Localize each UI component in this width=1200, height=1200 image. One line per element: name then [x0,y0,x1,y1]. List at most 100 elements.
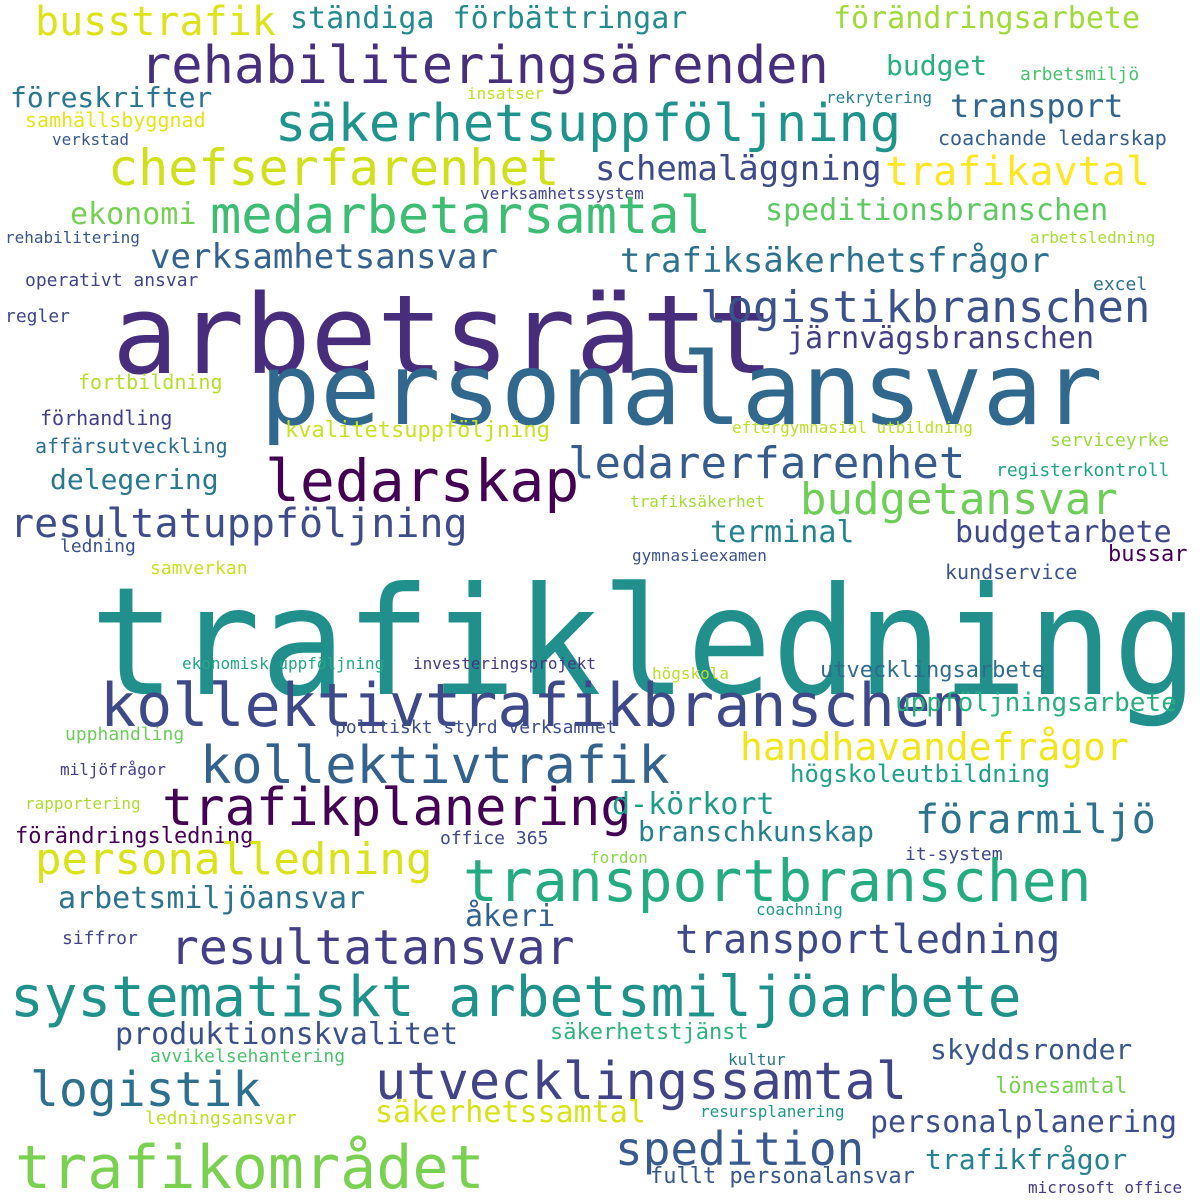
word-utvecklingsarbete: utvecklingsarbete [820,658,1046,683]
word-ekonomi: ekonomi [70,197,197,232]
word-fullt-personalansvar: fullt personalansvar [650,1164,915,1189]
word-arbetsmiljoansvar: arbetsmiljöansvar [58,881,366,916]
word-speditionsbranschen: speditionsbranschen [765,193,1109,228]
word-trafikplanering: trafikplanering [162,778,632,838]
word-hogskoleutbildning: högskoleutbildning [790,760,1051,788]
word-forhandling: förhandling [40,406,173,430]
word-ledning: ledning [60,536,136,557]
word-transportbranschen: transportbranschen [463,847,1092,915]
word-registerkontroll: registerkontroll [996,460,1170,481]
word-gymnasieexamen: gymnasieexamen [632,546,767,565]
word-forarmiljo: förarmiljö [915,797,1156,843]
word-coachning: coachning [756,900,843,919]
word-chefserfarenhet: chefserfarenhet [108,139,560,197]
word-akeri: åkeri [465,899,556,934]
word-resultatansvar: resultatansvar [170,920,575,976]
word-uppfoljningsarbete: uppföljningsarbete [895,688,1177,718]
word-siffror: siffror [62,928,138,949]
word-resultatuppfoljning: resultatuppföljning [10,501,468,547]
word-budgetarbete: budgetarbete [955,515,1172,550]
word-trafikomradet: trafikområdet [15,1133,485,1200]
word-ekonomisk-uppfoljning: ekonomisk uppföljning [182,654,385,673]
word-schemalaggning: schemaläggning [595,149,882,189]
word-transportledning: transportledning [675,917,1061,963]
word-miljofragor: miljöfrågor [60,760,166,779]
word-medarbetarsamtal: medarbetarsamtal [210,186,711,246]
word-sakerhetstjanst: säkerhetstjänst [550,1020,749,1045]
word-verksamhetsansvar: verksamhetsansvar [150,237,498,277]
word-delegering: delegering [50,463,219,496]
word-investeringsprojekt: investeringsprojekt [413,654,597,673]
word-terminal: terminal [710,515,855,550]
word-trafiksakerhet: trafiksäkerhet [630,492,765,511]
word-logistikbranschen: logistikbranschen [700,282,1151,333]
word-branschkunskap: branschkunskap [638,815,875,848]
word-kvalitetsuppfoljning: kvalitetsuppföljning [285,418,550,443]
word-budget: budget [886,49,988,82]
word-utvecklingssamtal: utvecklingssamtal [375,1052,908,1112]
word-budgetansvar: budgetansvar [800,474,1118,525]
word-serviceyrke: serviceyrke [1050,430,1170,451]
word-forandringsarbete: förändringsarbete [833,1,1141,36]
word-handhavandefragor: handhavandefrågor [740,725,1129,769]
word-kollektivtrafikbranschen: kollektivtrafikbranschen [100,671,967,741]
word-politiskt-styrd-verksamhet: politiskt styrd verksamhet [335,717,617,738]
word-busstrafik: busstrafik [35,0,276,45]
word-excel: excel [1093,274,1148,295]
word-kollektivtrafik: kollektivtrafik [200,736,670,796]
word-ledarskap: ledarskap [265,447,580,515]
word-trafikfragor: trafikfrågor [925,1143,1128,1176]
word-ledarerfarenhet: ledarerfarenhet [568,438,966,489]
word-skyddsronder: skyddsronder [930,1033,1133,1066]
word-arbetsmiljo: arbetsmiljö [1020,64,1140,85]
word-rapportering: rapportering [25,794,141,813]
word-upphandling: upphandling [65,724,185,745]
word-operativt-ansvar: operativt ansvar [25,270,199,291]
word-verkstad: verkstad [52,130,130,149]
word-forandringsledning: förändringsledning [15,824,254,849]
word-avvikelsehantering: avvikelsehantering [150,1046,346,1067]
word-arbetsratt: arbetsrätt [112,271,775,399]
word-hogskola: högskola [652,664,730,683]
word-transport: transport [950,87,1124,125]
word-affarsutveckling: affärsutveckling [35,434,228,458]
word-arbetsledning: arbetsledning [1030,228,1156,247]
word-fortbildning: fortbildning [78,370,223,394]
word-eftergymnasial-utbildning: eftergymnasial utbildning [732,418,973,437]
word-trafiksakerhetsfragor: trafiksäkerhetsfrågor [620,241,1050,281]
word-fordon: fordon [590,848,648,867]
word-lonesamtal: lönesamtal [995,1074,1128,1099]
word-regler: regler [5,306,71,327]
word-logistik: logistik [30,1062,262,1118]
word-produktionskvalitet: produktionskvalitet [115,1017,459,1052]
word-samhallsbyggnad: samhällsbyggnad [25,108,206,132]
word-kultur: kultur [728,1050,786,1069]
word-microsoft-office: microsoft office [1028,1178,1183,1197]
word-rehabilitering: rehabilitering [5,228,140,247]
word-d-korkort: d-körkort [612,787,775,822]
word-jarnvagsbranschen: järnvägsbranschen [787,321,1095,356]
word-it-system: it-system [905,844,1003,865]
word-sakerhetsuppfoljning: säkerhetsuppföljning [275,94,902,154]
word-samverkan: samverkan [150,558,248,579]
word-kundservice: kundservice [945,560,1078,584]
word-trafikledning: trafikledning [90,556,1198,730]
word-resursplanering: resursplanering [700,1102,845,1121]
word-verksamhetssystem: verksamhetssystem [480,184,644,203]
word-bussar: bussar [1108,542,1188,567]
word-ledningsansvar: ledningsansvar [145,1108,297,1129]
word-trafikavtal: trafikavtal [885,149,1150,195]
word-personalledning: personalledning [35,834,433,885]
word-office-365: office 365 [440,828,549,849]
word-foreskrifter: föreskrifter [10,81,213,114]
word-systematiskt-arbetsmiljoarbete: systematiskt arbetsmiljöarbete [10,965,1022,1030]
word-spedition: spedition [615,1122,865,1176]
word-sakerhetssamtal: säkerhetssamtal [375,1095,646,1130]
word-rekrytering: rekrytering [826,88,932,107]
word-personalansvar: personalansvar [260,331,1103,448]
word-rehabiliteringsarenden: rehabiliteringsärenden [140,36,829,96]
word-insatser: insatser [467,84,545,103]
word-coachande-ledarskap: coachande ledarskap [938,126,1167,150]
word-standiga-forbattringar: ständiga förbättringar [290,1,688,36]
